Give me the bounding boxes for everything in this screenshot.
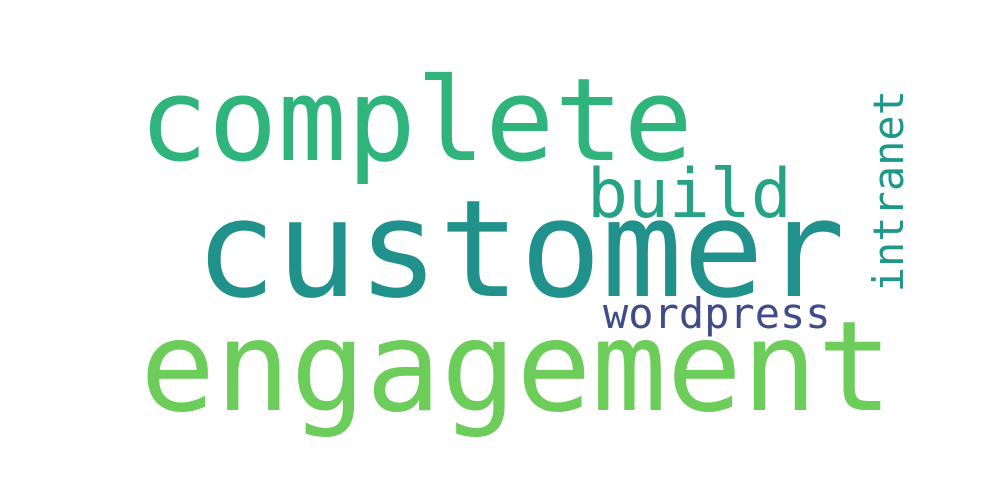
word-customer: customer bbox=[195, 171, 846, 328]
word-complete: complete bbox=[139, 54, 693, 188]
word-intranet: intranet bbox=[864, 90, 913, 293]
word-engagement: engagement bbox=[140, 295, 893, 440]
word-build: build bbox=[587, 155, 792, 234]
word-wordpress: wordpress bbox=[603, 289, 831, 338]
